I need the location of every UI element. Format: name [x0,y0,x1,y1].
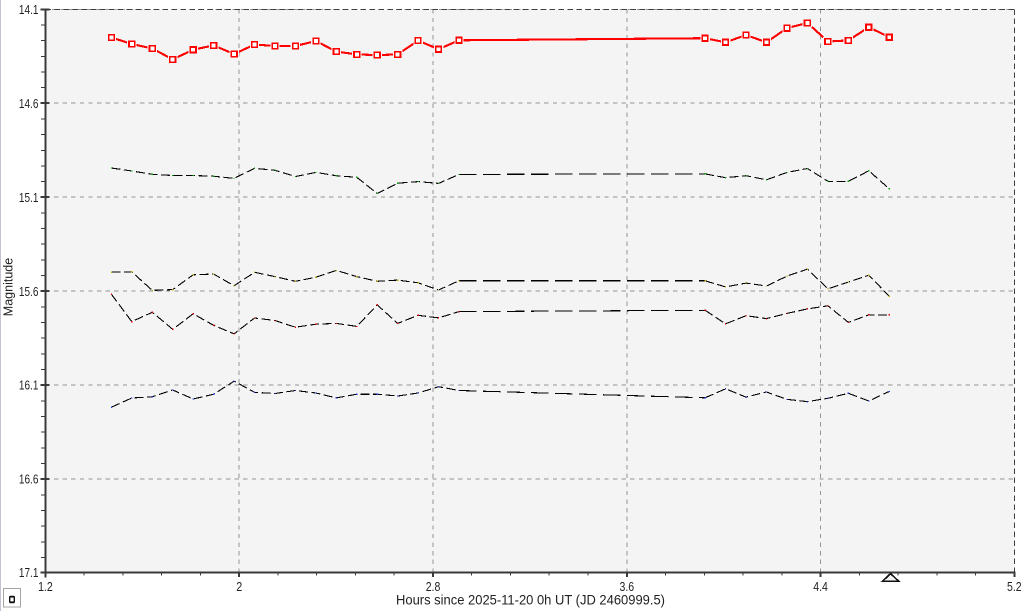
svg-text:4.4: 4.4 [813,579,828,594]
svg-text:17.1: 17.1 [19,565,39,580]
svg-text:14.1: 14.1 [19,2,39,17]
svg-text:2: 2 [236,579,242,594]
svg-text:14.6: 14.6 [19,96,39,111]
svg-text:Hours since 2025-11-20 0h UT (: Hours since 2025-11-20 0h UT (JD 2460999… [396,591,665,607]
svg-text:5.2: 5.2 [1007,579,1021,594]
svg-text:Magnitude: Magnitude [2,258,16,316]
svg-text:16.1: 16.1 [19,378,39,393]
svg-text:15.6: 15.6 [19,284,39,299]
svg-text:16.6: 16.6 [19,472,39,487]
svg-text:1.2: 1.2 [38,579,53,594]
svg-text:15.1: 15.1 [19,190,39,205]
